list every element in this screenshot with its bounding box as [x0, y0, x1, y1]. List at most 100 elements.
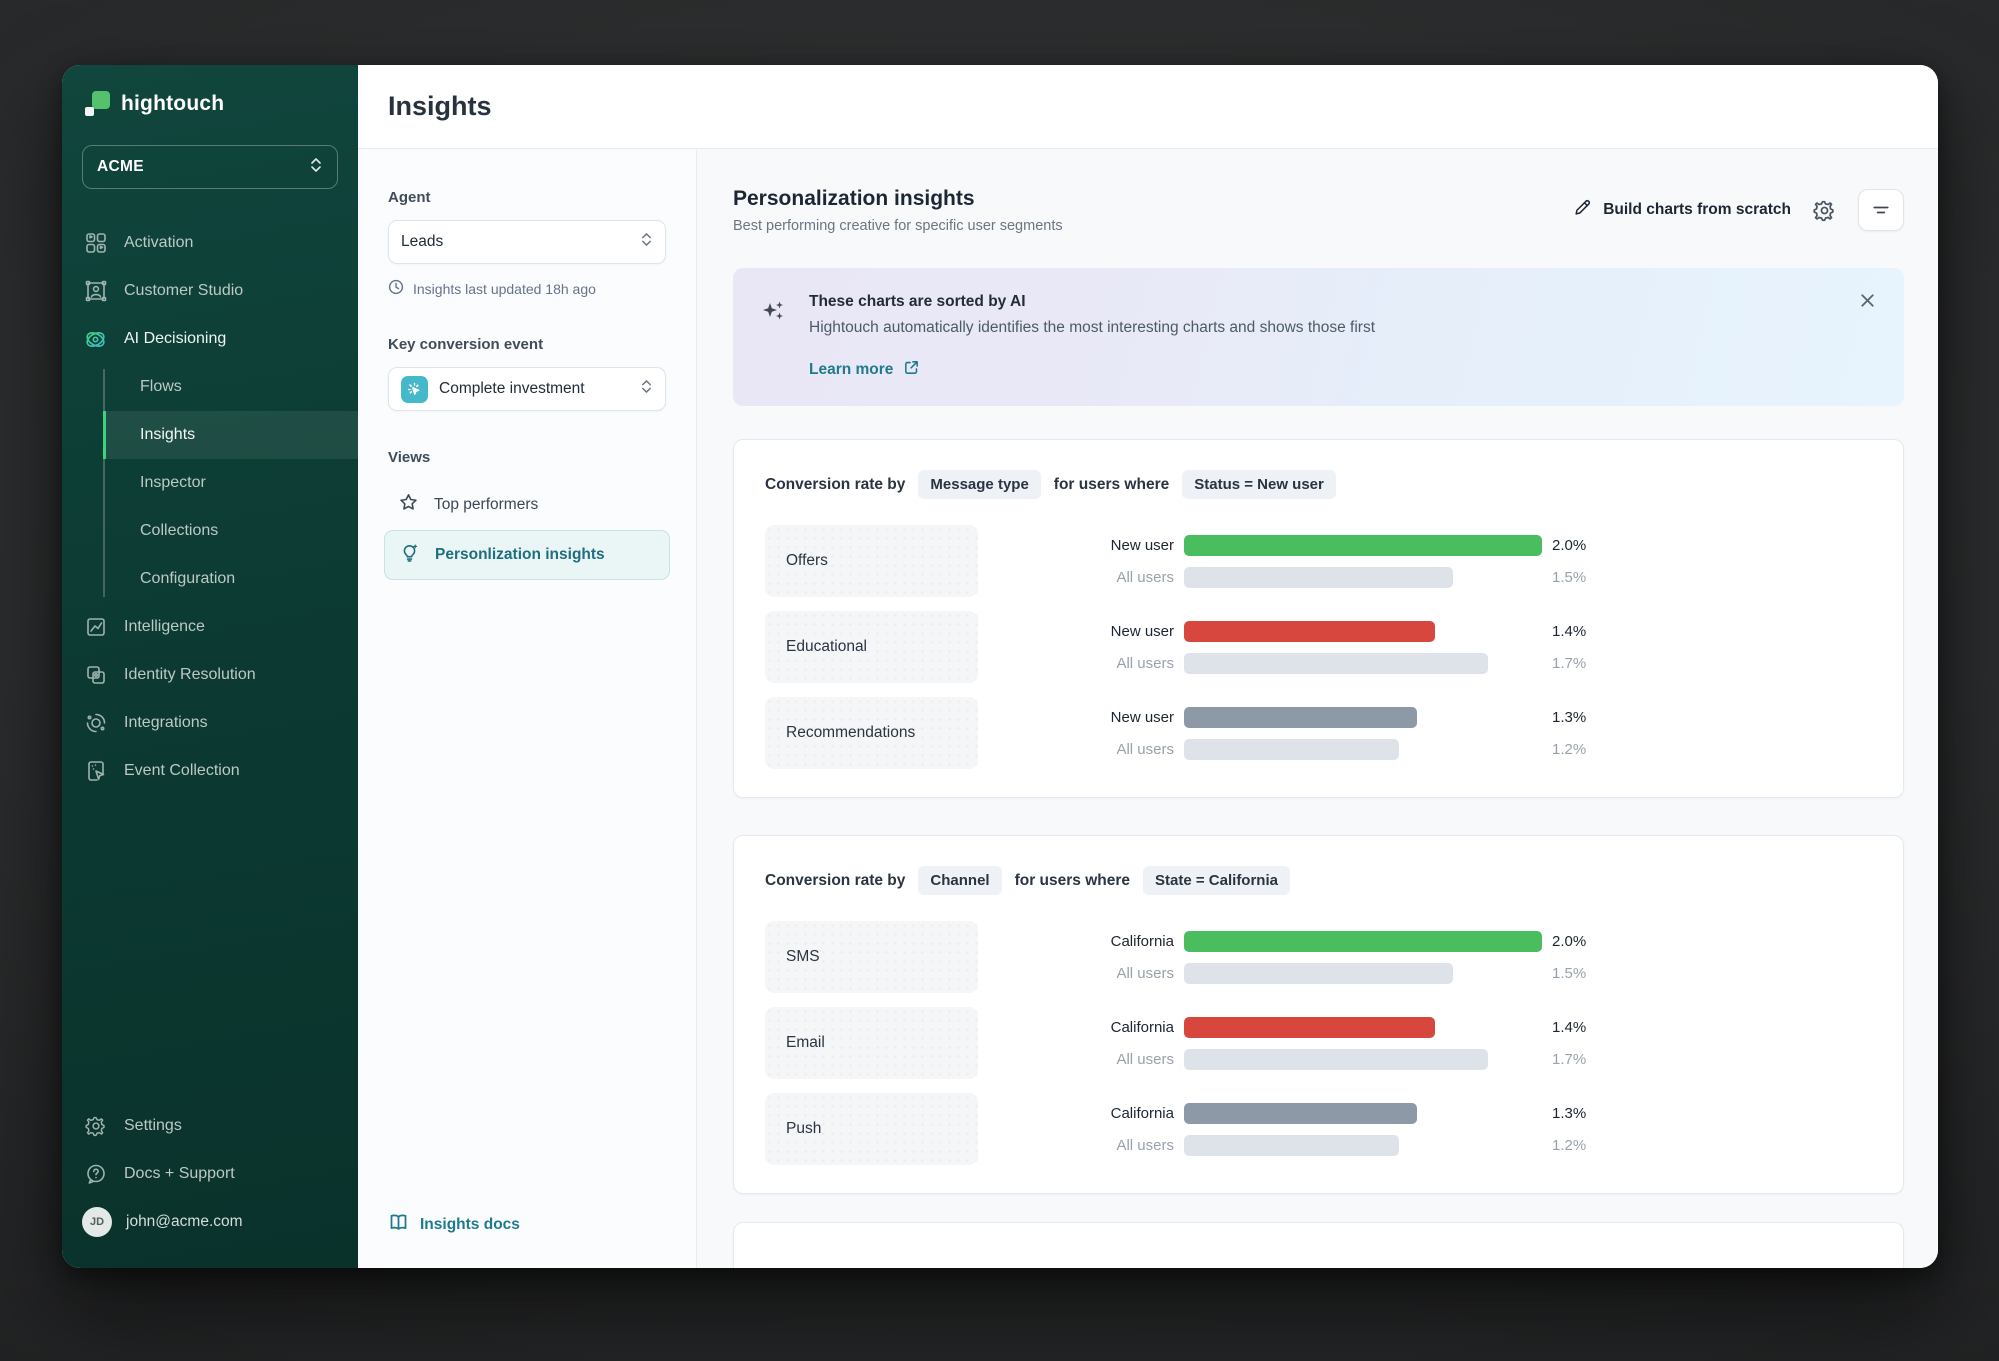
click-event-icon [401, 375, 428, 403]
views-list: Top performers Personlization insights [384, 480, 670, 580]
atom-icon [84, 328, 107, 351]
main-heading: Personalization insights [733, 187, 975, 210]
bar-label: All users [1116, 740, 1174, 758]
bar [1184, 620, 1435, 642]
sidebar-item-label: Identity Resolution [124, 666, 256, 683]
sidebar-item-integrations[interactable]: Integrations [62, 699, 358, 747]
sidebar-item-event-collection[interactable]: Event Collection [62, 747, 358, 795]
sidebar-subitem-collections[interactable]: Collections [103, 507, 358, 555]
filter-button[interactable] [1858, 189, 1904, 231]
chart-card-partial [733, 1222, 1904, 1268]
banner-text-block: These charts are sorted by AI Hightouch … [809, 293, 1375, 381]
bar-label: New user [1110, 708, 1174, 726]
last-updated-text: Insights last updated 18h ago [413, 280, 596, 297]
views-label: Views [388, 449, 431, 466]
learn-more-link[interactable]: Learn more [809, 359, 1375, 381]
category-box: Recommendations [765, 697, 978, 769]
user-email: john@acme.com [126, 1213, 243, 1230]
sidebar-item-intelligence[interactable]: Intelligence [62, 603, 358, 651]
bar [1184, 566, 1453, 588]
bar-value: 1.5% [1552, 964, 1587, 982]
sidebar-subitem-flows[interactable]: Flows [103, 363, 358, 411]
bar [1184, 1048, 1489, 1070]
sidebar-subitem-insights[interactable]: Insights [103, 411, 358, 459]
filter-badge[interactable]: Status = New user [1182, 470, 1336, 499]
main-content: Personalization insights Best performing… [697, 149, 1938, 1268]
workspace-selector[interactable]: ACME [82, 145, 338, 189]
category-box: Offers [765, 525, 978, 597]
sidebar-item-settings[interactable]: Settings [62, 1102, 358, 1150]
category-box: SMS [765, 921, 978, 993]
chevron-updown-icon [309, 156, 323, 179]
ai-decisioning-subtree: Flows Insights Inspector Collections Con… [103, 363, 358, 603]
bar [1184, 706, 1417, 728]
chart-title-prefix: Conversion rate by [765, 871, 906, 889]
pencil-icon [1573, 198, 1592, 222]
chevron-updown-icon [640, 378, 653, 400]
bar [1184, 652, 1489, 674]
view-item-top-performers[interactable]: Top performers [384, 480, 670, 530]
sidebar-item-label: AI Decisioning [124, 330, 227, 347]
sidebar-item-label: Docs + Support [124, 1165, 235, 1182]
learn-more-label: Learn more [809, 361, 894, 378]
key-event-select-value: Complete investment [439, 380, 585, 397]
key-event-select[interactable]: Complete investment [388, 367, 666, 411]
view-item-personalization-insights[interactable]: Personlization insights [384, 530, 670, 580]
chart-row: Recommendations New user 1.3% All users 1.… [765, 697, 1872, 769]
sidebar-item-activation[interactable]: Activation [62, 219, 358, 267]
chart-title: Conversion rate by Message type for user… [765, 470, 1872, 499]
dimension-badge[interactable]: Channel [918, 866, 1002, 895]
gear-icon [84, 1115, 107, 1138]
help-bubble-icon [84, 1163, 107, 1186]
bar-label: New user [1110, 536, 1174, 554]
clock-icon [388, 279, 404, 298]
sidebar-subitem-configuration[interactable]: Configuration [103, 555, 358, 603]
dimension-badge[interactable]: Message type [918, 470, 1041, 499]
sidebar-item-docs-support[interactable]: Docs + Support [62, 1150, 358, 1198]
topbar: Insights [358, 65, 1938, 149]
chart-card-message-type: Conversion rate by Message type for user… [733, 439, 1904, 798]
star-icon [398, 492, 419, 518]
filter-badge[interactable]: State = California [1143, 866, 1290, 895]
grid-icon [84, 232, 107, 255]
sidebar-subitem-inspector[interactable]: Inspector [103, 459, 358, 507]
sidebar: hightouch ACME Activation Customer Studi… [62, 65, 358, 1268]
page-title: Insights [388, 91, 492, 121]
workspace-name: ACME [97, 158, 144, 175]
bar-value: 1.2% [1552, 740, 1587, 758]
bar [1184, 738, 1399, 760]
bar-value: 1.4% [1552, 622, 1587, 640]
category-box: Email [765, 1007, 978, 1079]
sidebar-item-label: Intelligence [124, 618, 205, 635]
hightouch-logo: hightouch [62, 65, 358, 117]
bar [1184, 1016, 1435, 1038]
insights-docs-link[interactable]: Insights docs [388, 1212, 520, 1238]
agent-label: Agent [388, 189, 431, 206]
chart-card-channel: Conversion rate by Channel for users whe… [733, 835, 1904, 1194]
chart-title: Conversion rate by Channel for users whe… [765, 866, 1872, 895]
user-account[interactable]: JD john@acme.com [62, 1198, 358, 1246]
right-pane: Insights Agent Leads Insights last updat… [358, 65, 1938, 1268]
sidebar-item-label: Integrations [124, 714, 208, 731]
main-subheading: Best performing creative for specific us… [733, 218, 1063, 234]
bar-value: 1.2% [1552, 1136, 1587, 1154]
banner-close-icon[interactable] [1857, 290, 1878, 316]
event-doc-icon [84, 760, 107, 783]
sidebar-item-identity-resolution[interactable]: Identity Resolution [62, 651, 358, 699]
category-box: Push [765, 1093, 978, 1165]
chevron-updown-icon [640, 231, 653, 253]
bar-label: California [1110, 1104, 1174, 1122]
agent-select[interactable]: Leads [388, 220, 666, 264]
sidebar-item-label: Settings [124, 1117, 182, 1134]
bar-value: 1.3% [1552, 1104, 1587, 1122]
person-frame-icon [84, 280, 107, 303]
bar-value: 1.7% [1552, 1050, 1587, 1068]
bar-value: 1.4% [1552, 1018, 1587, 1036]
build-charts-label: Build charts from scratch [1603, 201, 1791, 218]
chart-settings-button[interactable] [1813, 199, 1836, 222]
bar [1184, 962, 1453, 984]
sidebar-item-label: Event Collection [124, 762, 240, 779]
sidebar-item-ai-decisioning[interactable]: AI Decisioning [62, 315, 358, 363]
build-charts-button[interactable]: Build charts from scratch [1573, 198, 1791, 222]
sidebar-item-customer-studio[interactable]: Customer Studio [62, 267, 358, 315]
